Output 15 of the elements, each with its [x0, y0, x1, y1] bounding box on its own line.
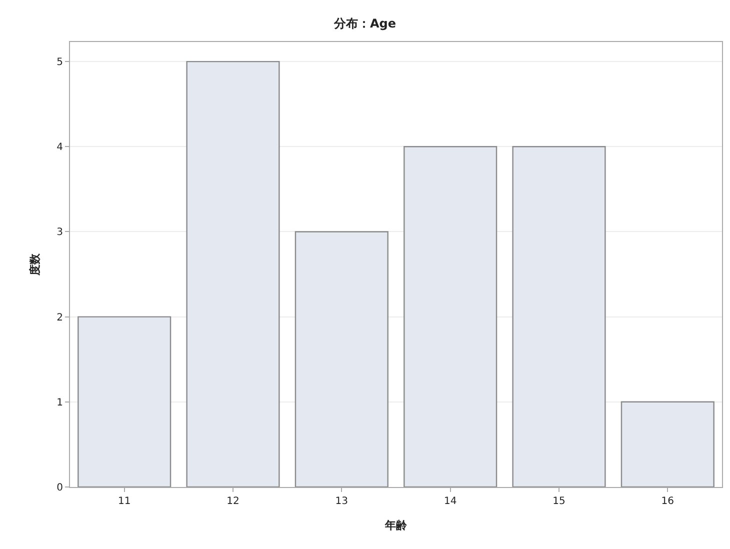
- y-tick-label: 3: [56, 227, 63, 238]
- x-tick-label: 14: [444, 496, 457, 507]
- x-tick-label: 11: [118, 496, 131, 507]
- x-axis-title: 年齢: [384, 519, 408, 532]
- x-tick-label: 12: [226, 496, 240, 507]
- x-tick-label: 15: [552, 496, 566, 507]
- chart-title: 分布：Age: [332, 16, 396, 31]
- x-tick-label: 16: [661, 496, 674, 507]
- y-axis-title: 度数: [28, 252, 42, 276]
- y-tick-label: 5: [56, 57, 63, 68]
- y-tick-label: 2: [56, 312, 63, 324]
- y-tick-label: 0: [56, 482, 63, 494]
- y-tick-label: 1: [56, 397, 63, 408]
- y-tick-label: 4: [56, 142, 63, 154]
- x-tick-label: 13: [335, 496, 348, 507]
